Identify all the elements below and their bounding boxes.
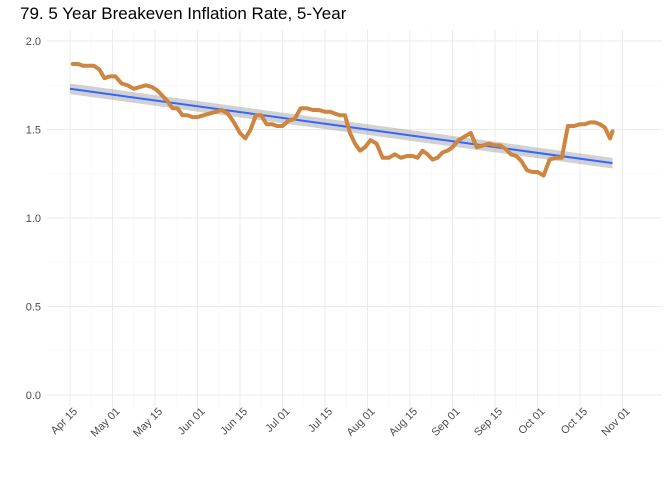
x-tick-label: Jun 15 xyxy=(218,406,250,438)
x-tick-label: Jun 01 xyxy=(176,406,208,438)
x-tick-label: Jul 01 xyxy=(263,406,292,435)
x-tick-label: May 15 xyxy=(131,406,165,440)
x-tick-label: Aug 01 xyxy=(344,406,377,439)
x-tick-label: Oct 01 xyxy=(516,406,547,437)
y-tick-label: 1.0 xyxy=(26,213,41,225)
x-tick-label: Apr 15 xyxy=(49,406,80,437)
grid-minor xyxy=(47,30,662,410)
x-tick-label: Nov 01 xyxy=(599,406,632,439)
y-tick-label: 2.0 xyxy=(26,36,41,48)
x-tick-label: Oct 15 xyxy=(559,406,590,437)
y-tick-label: 0.0 xyxy=(26,390,41,402)
x-tick-label: Jul 15 xyxy=(306,406,335,435)
x-axis-tick-labels: Apr 15 May 01 May 15 Jun 01 Jun 15 Jul 01 Jul … xyxy=(49,406,633,440)
data-line xyxy=(70,62,615,178)
y-tick-label: 1.5 xyxy=(26,125,41,137)
regression-line xyxy=(69,87,613,165)
x-tick-label: Aug 15 xyxy=(387,406,420,439)
x-tick-label: May 01 xyxy=(89,406,123,440)
series-layer xyxy=(69,62,615,178)
y-tick-label: 0.5 xyxy=(26,302,41,314)
grid-major xyxy=(47,30,662,410)
chart-title: 79. 5 Year Breakeven Inflation Rate, 5-Y… xyxy=(20,4,347,23)
x-tick-label: Sep 01 xyxy=(429,406,462,439)
x-tick-label: Sep 15 xyxy=(472,406,505,439)
y-axis-tick-labels: 0.0 0.5 1.0 1.5 2.0 xyxy=(26,36,41,402)
